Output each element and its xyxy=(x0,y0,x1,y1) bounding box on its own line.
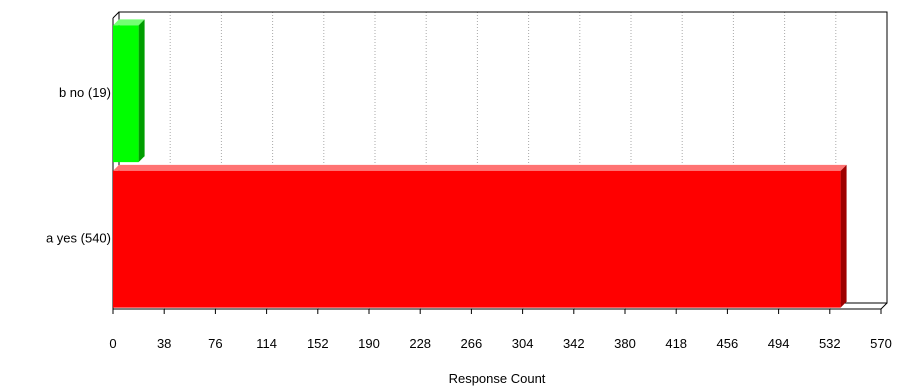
bar-top-face xyxy=(113,19,145,26)
x-axis-ticks: 0 38 76 114 152 190 228 266 304 342 380 418 456 494 53… xyxy=(109,309,892,351)
bar-side-face xyxy=(840,164,847,308)
x-tick-label: 76 xyxy=(208,336,222,351)
category-labels: b no (19) a yes (540) xyxy=(46,85,111,246)
x-tick-label: 266 xyxy=(461,336,483,351)
x-tick-label: 418 xyxy=(665,336,687,351)
x-axis-title: Response Count xyxy=(449,371,546,386)
category-label: b no (19) xyxy=(59,85,111,100)
floor-right-edge xyxy=(880,302,888,310)
x-tick-label: 0 xyxy=(109,336,116,351)
x-tick-label: 190 xyxy=(358,336,380,351)
bar-no xyxy=(113,19,145,163)
bar-top-face xyxy=(113,164,847,171)
x-tick-label: 570 xyxy=(870,336,892,351)
x-tick-label: 38 xyxy=(157,336,171,351)
x-tick-label: 304 xyxy=(512,336,534,351)
bar-front-face xyxy=(113,170,841,308)
x-tick-label: 228 xyxy=(409,336,431,351)
x-tick-label: 532 xyxy=(819,336,841,351)
bar-side-face xyxy=(138,19,145,163)
x-tick-label: 494 xyxy=(768,336,790,351)
category-label: a yes (540) xyxy=(46,230,111,245)
y-axis-top-edge xyxy=(112,11,120,19)
bar-yes xyxy=(113,164,847,308)
x-tick-label: 152 xyxy=(307,336,329,351)
x-tick-label: 342 xyxy=(563,336,585,351)
bar-front-face xyxy=(113,25,139,163)
grid-lines xyxy=(163,12,837,310)
x-tick-label: 114 xyxy=(256,336,277,351)
x-tick-label: 456 xyxy=(717,336,739,351)
x-tick-label: 380 xyxy=(614,336,636,351)
bars xyxy=(113,19,847,308)
